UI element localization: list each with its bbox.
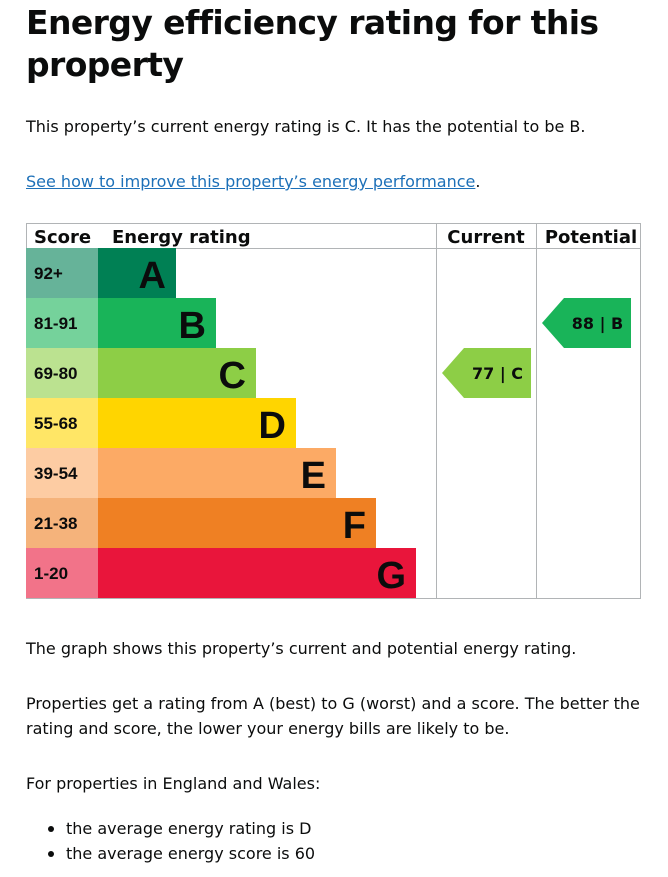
header-energy-rating: Energy rating [112, 227, 251, 248]
chart-headers: Score Energy rating Current Potential [34, 227, 637, 248]
page-title: Energy efficiency rating for this proper… [26, 3, 599, 84]
link-suffix: . [475, 172, 481, 191]
header-potential: Potential [545, 227, 637, 248]
chart-markers: 77 | C 88 | B [442, 298, 631, 398]
score-range-f: 21-38 [34, 514, 77, 533]
score-cell-f [26, 498, 98, 548]
average-rating-item: the average energy rating is D [26, 816, 315, 841]
improve-paragraph: See how to improve this property’s energ… [26, 169, 656, 194]
band-letter-b: B [179, 305, 206, 347]
rating-explanation: Properties get a rating from A (best) to… [26, 694, 640, 738]
england-wales-heading: For properties in England and Wales: [26, 774, 321, 793]
score-cell-a [26, 248, 98, 298]
band-letter-e: E [301, 455, 326, 497]
score-range-d: 55-68 [34, 414, 77, 433]
rating-summary: This property’s current energy rating is… [26, 117, 586, 136]
band-letter-g: G [376, 555, 406, 597]
improve-energy-link[interactable]: See how to improve this property’s energ… [26, 172, 476, 191]
band-bar-d [98, 398, 296, 448]
band-bar-f [98, 498, 376, 548]
header-current: Current [447, 227, 525, 248]
band-bar-c [98, 348, 256, 398]
score-cell-g [26, 548, 98, 598]
score-cell-d [26, 398, 98, 448]
band-letter-d: D [259, 405, 286, 447]
score-range-g: 1-20 [34, 564, 68, 583]
current-rating-marker-label: 77 | C [472, 364, 523, 384]
average-score-item: the average energy score is 60 [26, 841, 315, 866]
band-bar-g [98, 548, 416, 598]
header-score: Score [34, 227, 91, 248]
band-bar-e [98, 448, 336, 498]
score-cell-e [26, 448, 98, 498]
energy-rating-chart: 92+ A81-91 B69-80 C55-68 D39-54 E21-38 F1-20 G … [26, 223, 641, 599]
averages-list: the average energy rating is D the avera… [26, 816, 315, 866]
band-letter-a: A [139, 255, 166, 297]
band-letter-f: F [343, 505, 366, 547]
current-rating-marker-arrow [442, 348, 531, 398]
score-cell-c [26, 348, 98, 398]
score-range-e: 39-54 [34, 464, 78, 483]
chart-bands: 92+ A 81-91 B 69-80 C 55-68 D 39-54 E 21-38 F 1-20 G [26, 248, 416, 598]
band-bar-b [98, 298, 216, 348]
score-cell-b [26, 298, 98, 348]
score-range-c: 69-80 [34, 364, 77, 383]
score-range-b: 81-91 [34, 314, 77, 333]
score-range-a: 92+ [34, 264, 63, 283]
graph-description: The graph shows this property’s current … [26, 639, 577, 658]
potential-rating-marker-label: 88 | B [572, 314, 623, 334]
band-letter-c: C [219, 355, 246, 397]
band-bar-a [98, 248, 176, 298]
potential-rating-marker-arrow [542, 298, 631, 348]
